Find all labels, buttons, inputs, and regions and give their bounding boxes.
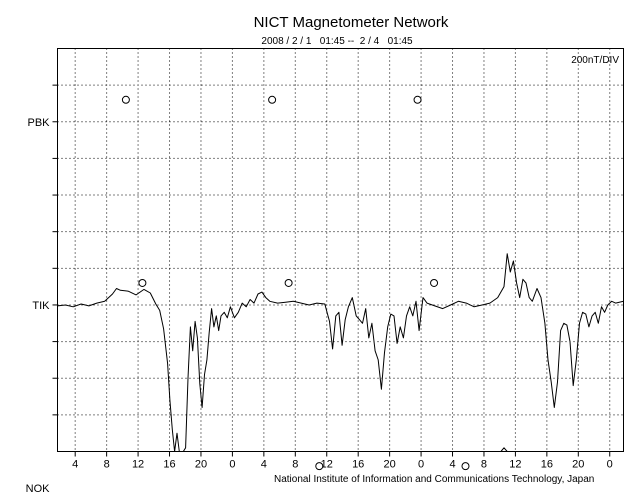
x-axis-ticks: 4 8 12 16 20 0 4 8 12 16 20 0 4 8 12 16 20 0 [72, 451, 613, 471]
x-tick-label: 12 [509, 459, 521, 471]
x-tick-label: 20 [195, 459, 207, 471]
chart-subtitle: 2008 / 2 / 1 01:45 -- 2 / 4 01:45 [261, 36, 413, 47]
x-tick-label: 8 [292, 459, 298, 471]
midnight-marker-tik [430, 278, 439, 287]
footer-credit: National Institute of Information and Co… [274, 474, 594, 485]
station-label-tik: TIK [32, 300, 50, 312]
x-tick-label: 20 [572, 459, 584, 471]
midnight-marker-tik [284, 278, 293, 287]
midnight-marker-nok [315, 462, 324, 471]
midnight-marker-tik [138, 278, 147, 287]
x-tick-label: 0 [229, 459, 235, 471]
x-tick-label: 12 [132, 459, 144, 471]
x-tick-label: 12 [321, 459, 333, 471]
station-label-pbk: PBK [27, 117, 50, 129]
midnight-marker-pbk [121, 95, 130, 104]
x-tick-label: 0 [418, 459, 424, 471]
x-tick-label: 4 [72, 459, 78, 471]
midnight-markers [121, 95, 470, 471]
trace-nok [57, 447, 616, 452]
plot-frame [57, 48, 624, 452]
station-labels: PBK TIK NOK [26, 117, 51, 495]
x-tick-label: 16 [163, 459, 175, 471]
midnight-marker-nok [461, 462, 470, 471]
midnight-marker-pbk [413, 95, 422, 104]
scale-label: 200nT/DIV [571, 55, 619, 66]
x-tick-label: 20 [384, 459, 396, 471]
x-tick-label: 8 [104, 459, 110, 471]
x-tick-label: 8 [481, 459, 487, 471]
grid-lines [52, 48, 624, 452]
station-traces [57, 253, 624, 452]
station-label-nok: NOK [26, 483, 51, 495]
x-tick-label: 16 [541, 459, 553, 471]
chart-title: NICT Magnetometer Network [254, 14, 449, 31]
x-tick-label: 4 [261, 459, 267, 471]
x-tick-label: 0 [607, 459, 613, 471]
x-tick-label: 4 [449, 459, 455, 471]
x-tick-label: 16 [352, 459, 364, 471]
midnight-marker-pbk [268, 95, 277, 104]
